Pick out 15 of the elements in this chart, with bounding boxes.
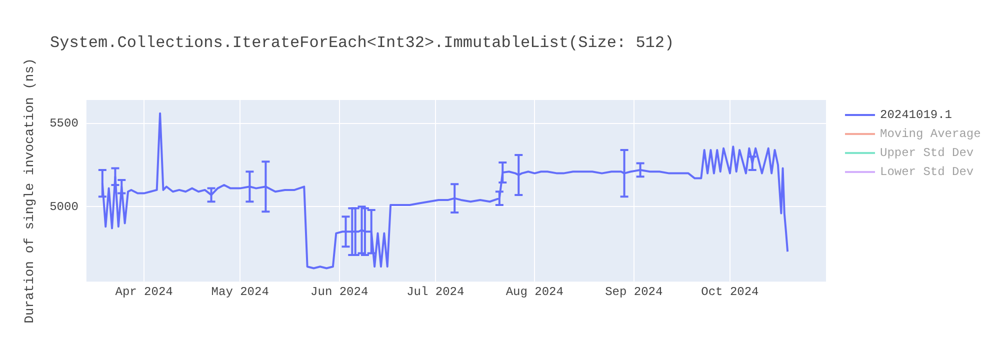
- y-tick-label: 5500: [50, 116, 78, 130]
- x-tick-label: Sep 2024: [605, 284, 663, 299]
- legend-label: Moving Average: [880, 126, 981, 140]
- x-tick-label: Oct 2024: [701, 284, 759, 299]
- y-tick-label: 5000: [50, 200, 78, 214]
- x-tick-label: Jun 2024: [310, 284, 368, 299]
- x-tick-label: May 2024: [211, 284, 269, 299]
- x-tick-label: Aug 2024: [506, 284, 564, 299]
- legend-label: Lower Std Dev: [880, 164, 974, 178]
- y-axis-title: Duration of single invocation (ns): [22, 58, 38, 324]
- x-tick-label: Jul 2024: [406, 284, 464, 299]
- legend-label: Upper Std Dev: [880, 146, 974, 160]
- legend-label: 20241019.1: [880, 108, 952, 122]
- chart-title: System.Collections.IterateForEach<Int32>.ImmutableList(Size: 512): [50, 34, 674, 52]
- x-tick-label: Apr 2024: [115, 284, 173, 299]
